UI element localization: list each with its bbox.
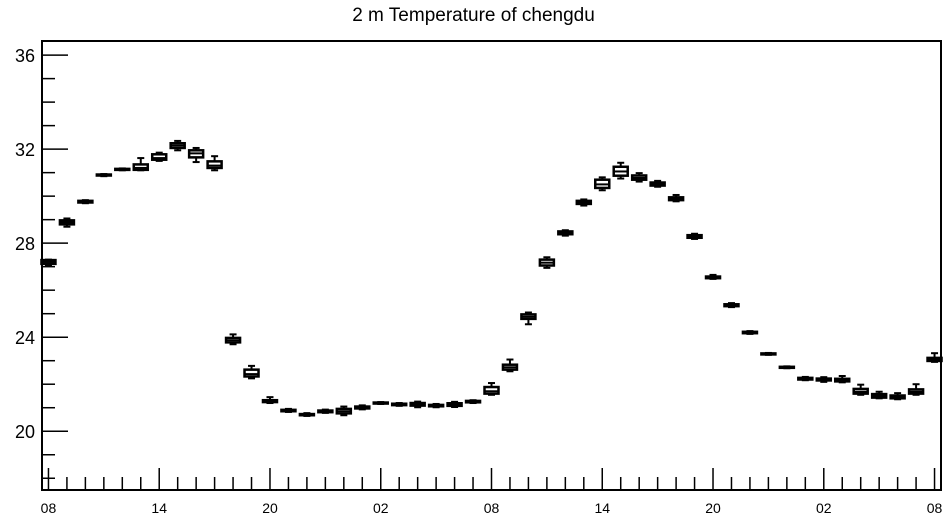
box-plot <box>520 311 537 326</box>
box-plot <box>538 256 556 269</box>
box-plot <box>889 392 906 401</box>
y-tick-label: 36 <box>15 46 35 66</box>
box-plot <box>594 176 611 192</box>
box-plot <box>132 157 150 172</box>
box-plot <box>150 151 168 162</box>
box-plot <box>778 365 796 370</box>
box-plot <box>427 402 445 409</box>
box-plot <box>741 330 759 335</box>
x-tick-label: 20 <box>262 500 278 516</box>
box-plot <box>870 390 888 400</box>
box <box>150 153 168 161</box>
box-plot <box>298 412 316 417</box>
box-plot <box>40 258 57 267</box>
box-plot <box>187 146 205 164</box>
box-plot <box>926 352 943 363</box>
box-plot <box>464 399 482 405</box>
box-plot <box>501 358 519 373</box>
box-plot <box>114 167 131 172</box>
box-plot <box>649 179 666 188</box>
box-plot <box>723 302 740 309</box>
box-plot <box>261 396 279 405</box>
box-plot <box>575 198 593 207</box>
box-plot <box>224 333 242 346</box>
box-plot <box>704 273 722 280</box>
y-tick-label: 28 <box>15 234 35 254</box>
y-tick-label: 32 <box>15 140 35 160</box>
box-plot <box>686 232 703 240</box>
box-plot <box>335 405 353 417</box>
box-plot <box>169 139 186 152</box>
box-plot <box>243 364 260 380</box>
box-plot <box>760 351 777 356</box>
box-plot <box>372 401 389 405</box>
box-plot <box>815 376 833 383</box>
x-tick-label: 14 <box>151 500 167 516</box>
box-plot <box>317 408 334 414</box>
axes: 20 24 28 32 36 08 14 20 02 08 14 20 02 08 <box>15 40 943 516</box>
chart-title: 2 m Temperature of chengdu <box>352 5 595 26</box>
x-tick-label: 08 <box>484 500 500 516</box>
box-plot <box>852 383 869 396</box>
box-plot <box>833 374 851 384</box>
box-plot <box>483 382 500 396</box>
y-tick-label: 24 <box>15 328 35 348</box>
x-tick-label: 08 <box>927 500 943 516</box>
box-plot <box>280 407 297 413</box>
box-plot <box>630 172 648 183</box>
y-tick-label: 20 <box>15 422 35 442</box>
x-tick-label: 02 <box>373 500 389 516</box>
box-plot <box>612 161 629 180</box>
x-tick-label: 08 <box>41 500 57 516</box>
box-plot <box>557 229 574 237</box>
box-plot <box>206 155 223 172</box>
box-plot <box>446 400 463 409</box>
box-plot <box>797 375 814 382</box>
x-tick-label: 14 <box>594 500 610 516</box>
box-plot <box>95 173 113 178</box>
box-plot <box>58 217 76 228</box>
plot-frame <box>41 40 942 491</box>
box <box>243 368 260 378</box>
box-plot <box>409 400 426 409</box>
box-plot <box>354 404 371 411</box>
box-plot <box>907 383 925 396</box>
box-plot <box>667 193 685 203</box>
box-plot <box>390 402 408 407</box>
box-series <box>40 139 943 417</box>
box-plot <box>77 199 94 205</box>
x-tick-label: 02 <box>816 500 832 516</box>
x-tick-label: 20 <box>705 500 721 516</box>
